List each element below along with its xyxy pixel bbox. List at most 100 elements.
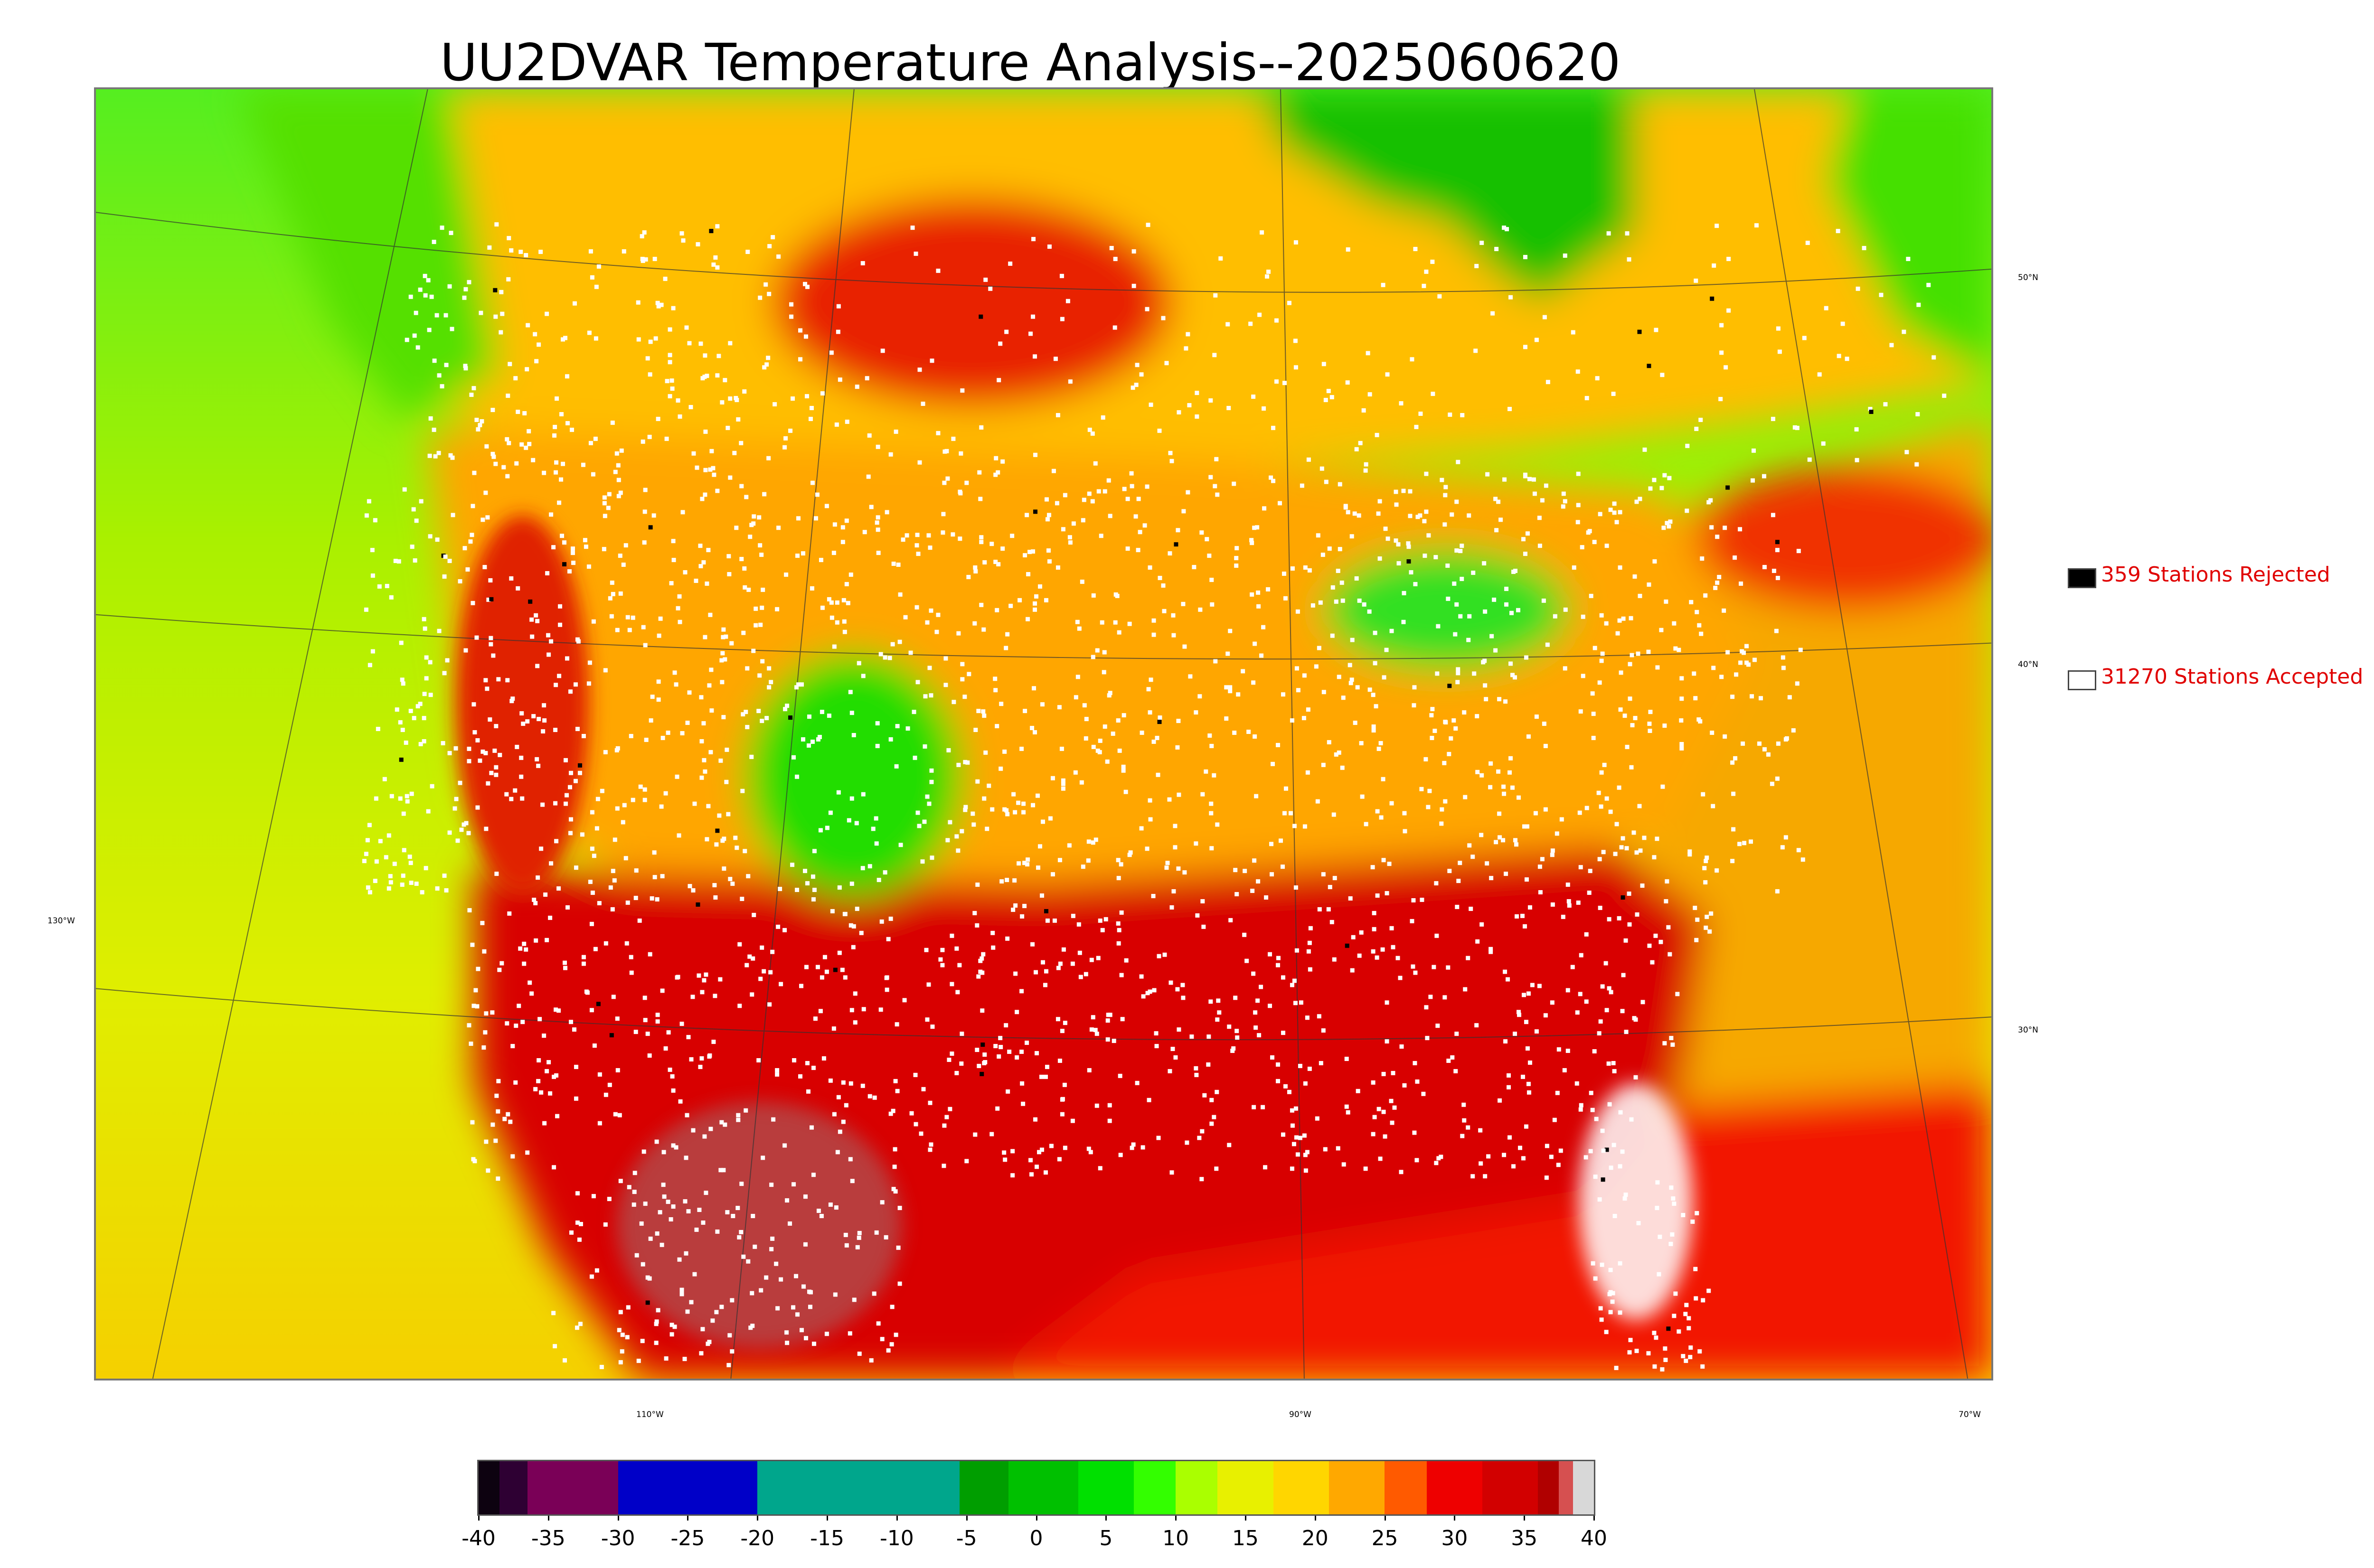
accepted-station-marker <box>1236 692 1241 697</box>
accepted-station-marker <box>841 598 846 602</box>
accepted-station-marker <box>1712 263 1716 268</box>
accepted-station-marker <box>1705 855 1709 860</box>
accepted-station-marker <box>1303 1081 1308 1086</box>
accepted-station-marker <box>1207 733 1212 738</box>
accepted-station-marker <box>913 1072 918 1077</box>
accepted-station-marker <box>1520 913 1525 918</box>
accepted-station-marker <box>467 908 472 912</box>
accepted-station-marker <box>610 420 615 425</box>
accepted-station-marker <box>1715 535 1720 539</box>
accepted-station-marker <box>530 634 535 639</box>
accepted-station-marker <box>427 453 432 458</box>
accepted-station-marker <box>1268 1004 1272 1008</box>
accepted-station-marker <box>1011 792 1016 797</box>
accepted-station-marker <box>1392 1105 1397 1110</box>
accepted-station-marker <box>1103 917 1108 921</box>
accepted-station-marker <box>1060 1029 1065 1033</box>
accepted-station-marker <box>1855 458 1859 462</box>
accepted-station-marker <box>739 441 744 445</box>
accepted-station-marker <box>803 282 807 286</box>
accepted-station-marker <box>1608 1268 1613 1272</box>
accepted-station-marker <box>1757 741 1762 746</box>
accepted-station-marker <box>578 1221 583 1226</box>
accepted-station-marker <box>1781 666 1786 670</box>
accepted-station-marker <box>437 373 442 378</box>
accepted-station-marker <box>444 363 449 367</box>
accepted-station-marker <box>1537 544 1542 548</box>
accepted-station-marker <box>1541 598 1546 603</box>
accepted-station-marker <box>1604 1008 1609 1013</box>
accepted-station-marker <box>367 663 372 667</box>
accepted-station-marker <box>807 743 811 748</box>
accepted-station-marker <box>1508 756 1513 761</box>
accepted-station-marker <box>642 509 647 514</box>
accepted-station-marker <box>685 721 690 725</box>
accepted-station-marker <box>934 629 939 634</box>
accepted-station-marker <box>1470 854 1475 859</box>
accepted-station-marker <box>954 1070 959 1075</box>
accepted-station-marker <box>1619 670 1623 675</box>
accepted-station-marker <box>367 890 372 895</box>
accepted-station-marker <box>890 642 895 647</box>
accepted-station-marker <box>549 639 554 644</box>
west-coast-hot-region <box>456 515 589 894</box>
accepted-station-marker <box>1290 983 1294 987</box>
accepted-station-marker <box>708 750 713 754</box>
accepted-station-marker <box>402 487 407 492</box>
accepted-station-marker <box>1224 716 1229 721</box>
accepted-station-marker <box>832 644 837 649</box>
accepted-station-marker <box>713 255 718 260</box>
accepted-station-marker <box>480 749 485 754</box>
accepted-station-marker <box>1244 958 1249 963</box>
accepted-station-marker <box>726 812 731 817</box>
accepted-station-marker <box>1442 995 1447 1000</box>
accepted-station-marker <box>1209 1121 1214 1126</box>
accepted-station-marker <box>983 1060 988 1064</box>
accepted-station-marker <box>1618 510 1622 515</box>
accepted-station-marker <box>903 615 908 620</box>
accepted-station-marker <box>1460 576 1464 581</box>
accepted-station-marker <box>1328 885 1332 890</box>
accepted-station-marker <box>591 619 596 624</box>
colorbar-band <box>1538 1461 1559 1514</box>
accepted-station-marker <box>1145 307 1149 311</box>
accepted-station-marker <box>715 224 720 229</box>
accepted-station-marker <box>594 336 598 341</box>
accepted-station-marker <box>692 801 697 806</box>
accepted-station-marker <box>1688 1355 1693 1360</box>
accepted-station-marker <box>1288 811 1293 816</box>
accepted-station-marker <box>744 710 748 714</box>
accepted-station-marker <box>535 664 540 668</box>
accepted-station-marker <box>1617 785 1621 790</box>
accepted-station-marker <box>1082 703 1087 708</box>
accepted-station-marker <box>1375 893 1380 898</box>
accepted-station-marker <box>370 573 375 578</box>
accepted-station-marker <box>651 513 656 518</box>
accepted-station-marker <box>1580 545 1584 550</box>
accepted-station-marker <box>558 604 563 609</box>
accepted-station-marker <box>1084 717 1089 722</box>
accepted-station-marker <box>565 421 570 425</box>
accepted-station-marker <box>384 855 388 860</box>
accepted-station-marker <box>656 679 661 684</box>
accepted-station-marker <box>1713 585 1718 590</box>
accepted-station-marker <box>879 919 884 924</box>
accepted-station-marker <box>1503 699 1508 704</box>
accepted-station-marker <box>505 474 510 479</box>
accepted-station-marker <box>1622 714 1627 718</box>
accepted-station-marker <box>1004 646 1008 650</box>
accepted-station-marker <box>1475 770 1480 774</box>
accepted-station-marker <box>1523 472 1527 477</box>
accepted-station-marker <box>367 499 371 504</box>
accepted-station-marker <box>1259 985 1263 989</box>
accepted-station-marker <box>1618 1164 1622 1169</box>
accepted-station-marker <box>1524 655 1528 660</box>
accepted-station-marker <box>783 707 788 712</box>
accepted-station-marker <box>1216 998 1221 1003</box>
accepted-station-marker <box>751 1214 755 1218</box>
accepted-station-marker <box>947 1057 951 1062</box>
accepted-station-marker <box>1256 604 1261 609</box>
accepted-station-marker <box>1034 970 1038 975</box>
accepted-station-marker <box>558 622 563 627</box>
accepted-station-marker <box>1634 850 1639 855</box>
